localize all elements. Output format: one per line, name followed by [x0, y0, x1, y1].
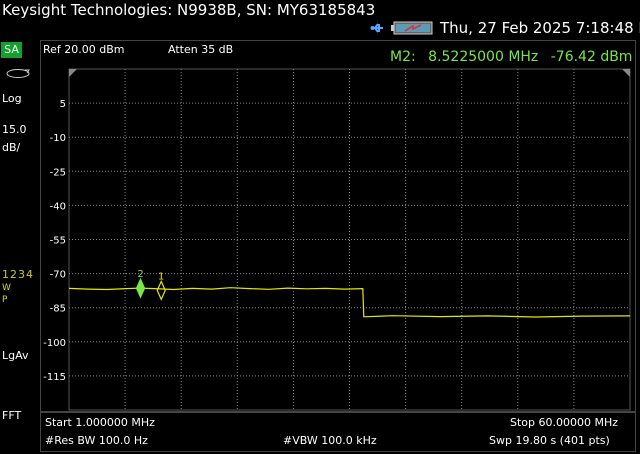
attenuation[interactable]: Atten 35 dB — [168, 43, 234, 56]
y-tick-label: -10 — [50, 133, 66, 144]
marker-label: 2 — [137, 269, 143, 280]
y-tick-label: 5 — [60, 99, 66, 110]
marker-level: -76.42 dBm — [550, 49, 633, 65]
resolution-bandwidth[interactable]: #Res BW 100.0 Hz — [45, 434, 148, 447]
start-frequency[interactable]: Start 1.000000 MHz — [45, 416, 155, 429]
scale-type[interactable]: Log — [2, 92, 22, 105]
video-bandwidth[interactable]: #VBW 100.0 kHz — [283, 434, 377, 447]
y-tick-label: -85 — [50, 304, 66, 315]
corner-mark-left — [69, 69, 77, 77]
marker-name: M2: — [390, 49, 416, 65]
battery-charging-icon — [391, 21, 433, 35]
sweep-type[interactable]: FFT — [2, 409, 22, 422]
detector-mode[interactable]: LgAv — [2, 349, 29, 362]
y-tick-label: -70 — [50, 270, 66, 281]
usb-icon — [370, 23, 383, 33]
marker-frequency: 8.5225000 MHz — [428, 49, 539, 65]
sweep-time[interactable]: Swp 19.80 s (401 pts) — [489, 434, 610, 447]
scale-unit: dB/ — [2, 141, 21, 154]
stop-frequency[interactable]: Stop 60.00000 MHz — [510, 416, 619, 429]
bottom-panel — [40, 412, 636, 452]
ref-level[interactable]: Ref 20.00 dBm — [43, 43, 125, 56]
date-time: Thu, 27 Feb 2025 7:18:48 PM — [440, 19, 640, 37]
y-tick-label: -100 — [43, 338, 66, 349]
trace-state-w: W — [2, 283, 11, 293]
scale-value[interactable]: 15.0 — [2, 123, 27, 136]
y-tick-label: -115 — [43, 372, 66, 383]
trace-state-p: P — [2, 295, 8, 305]
instrument-title: Keysight Technologies: N9938B, SN: MY631… — [2, 1, 376, 19]
y-tick-label: -40 — [50, 201, 66, 212]
spectrum-chart[interactable]: 5 -10 -25 -40 -55 -70 -85 -100 -115 2 1 — [40, 68, 636, 412]
plot-frame — [40, 40, 636, 412]
y-tick-label: -25 — [50, 167, 66, 178]
loop-icon — [6, 69, 30, 78]
mode-badge[interactable]: SA — [1, 42, 22, 58]
y-tick-label: -55 — [50, 236, 66, 247]
marker-1 — [156, 279, 166, 301]
marker-2 — [135, 277, 146, 299]
trace-numbers[interactable]: 1234 — [2, 268, 34, 281]
corner-mark-right — [622, 69, 630, 77]
marker-readout: M2: 8.5225000 MHz -76.42 dBm — [390, 49, 632, 65]
marker-label: 1 — [158, 271, 164, 282]
